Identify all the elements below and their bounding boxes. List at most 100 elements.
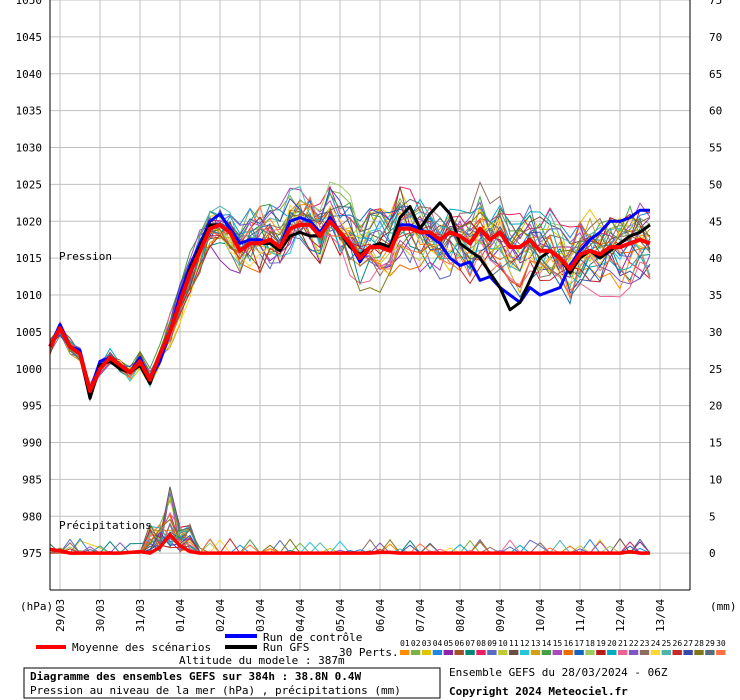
pert-number: 13 [531,639,541,648]
left-tick-label: 995 [22,400,42,413]
run-info: Ensemble GEFS du 28/03/2024 - 06Z [449,666,668,679]
pert-swatch [705,650,715,655]
left-tick-label: 1035 [16,105,43,118]
right-tick-label: 35 [709,289,722,302]
date-tick-label: 13/04 [654,599,667,632]
pert-swatch [607,650,617,655]
pert-number: 29 [705,639,715,648]
precip-panel-label: Précipitations [59,519,152,532]
left-tick-label: 1025 [16,178,43,191]
pert-swatch [487,650,497,655]
pert-swatch [509,650,519,655]
right-tick-label: 55 [709,142,722,155]
pert-number: 03 [422,639,432,648]
pressure-panel-label: Pression [59,250,112,263]
pert-swatch [628,650,639,655]
pert-number: 15 [553,639,563,648]
legend-gfs-label: Run GFS [263,641,309,654]
footer-title-box [23,667,441,699]
pert-swatch [465,650,475,655]
pert-swatch [585,650,595,655]
date-tick-label: 08/04 [454,599,467,632]
left-tick-label: 1010 [16,289,43,302]
pert-swatch [661,650,671,655]
pert-swatch [650,650,661,655]
right-tick-label: 50 [709,178,722,191]
pert-number: 14 [542,639,552,648]
left-axis-unit: (hPa) [20,600,53,613]
perturbation-legend: 01 02 03 04 05 06 07 08 09 10 11 12 13 14 15 16 17 18 19 20… [400,639,726,655]
right-tick-label: 65 [709,68,722,81]
pert-swatch [400,650,410,655]
pert-swatch [443,650,453,655]
pert-swatch [552,650,562,655]
left-tick-label: 1005 [16,326,43,339]
date-tick-label: 29/03 [54,599,67,632]
legend-mean-swatch [36,645,66,649]
pert-number: 05 [444,639,454,648]
date-tick-label: 09/04 [494,599,507,632]
chart-grid [50,0,690,590]
altitude-label: Altitude du modele : 387m [179,654,345,667]
pert-swatch [476,650,486,655]
perturbation-line [49,192,651,391]
right-tick-label: 60 [709,105,722,118]
right-tick-label: 40 [709,252,722,265]
pert-swatch [530,650,541,655]
left-tick-label: 980 [22,510,42,523]
legend-mean-label: Moyenne des scénarios [72,641,211,654]
left-tick-label: 1015 [16,252,43,265]
pert-number: 01 [400,639,410,648]
left-tick-label: 1040 [16,68,43,81]
right-tick-label: 20 [709,400,722,413]
right-tick-label: 75 [709,0,722,7]
left-tick-label: 1050 [16,0,43,7]
right-tick-label: 45 [709,215,722,228]
pert-swatch [563,650,573,655]
date-tick-label: 03/04 [254,599,267,632]
pert-number: 30 [716,639,726,648]
pert-number: 06 [455,639,465,648]
pert-number: 04 [433,639,443,648]
right-axis-unit: (mm) [710,600,737,613]
right-tick-label: 70 [709,31,722,44]
date-tick-label: 01/04 [174,599,187,632]
date-tick-label: 30/03 [94,599,107,632]
pert-swatch [541,650,552,655]
legend: Moyenne des scénarios Run de contrôle Ru… [36,631,726,667]
left-tick-label: 1000 [16,363,43,376]
left-tick-label: 975 [22,547,42,560]
left-tick-label: 985 [22,473,42,486]
date-tick-label: 04/04 [294,599,307,632]
pert-number: 07 [465,639,475,648]
pert-swatch [432,650,443,655]
pert-number: 12 [520,639,530,648]
pert-swatch [683,650,693,655]
left-tick-label: 1045 [16,31,43,44]
copyright: Copyright 2024 Meteociel.fr [449,685,628,698]
right-tick-label: 0 [709,547,716,560]
pert-swatch [421,650,432,655]
footer-title: Diagramme des ensembles GEFS sur 384h : … [30,670,362,683]
legend-perts-label: 30 Perts. [339,646,399,659]
main-series-lines [48,201,651,555]
pert-number: 26 [673,639,683,648]
pert-number: 16 [564,639,574,648]
pert-number: 09 [487,639,497,648]
date-tick-label: 02/04 [214,599,227,632]
pert-number: 23 [640,639,650,648]
date-tick-label: 10/04 [534,599,547,632]
right-tick-label: 30 [709,326,722,339]
date-tick-label: 11/04 [574,599,587,632]
pert-number: 28 [694,639,704,648]
perturbation-line [49,201,651,389]
pert-swatch [639,650,650,655]
pert-number: 22 [629,639,639,648]
pert-number: 02 [411,639,421,648]
pert-number: 27 [683,639,693,648]
date-tick-label: 06/04 [374,599,387,632]
left-tick-label: 990 [22,437,42,450]
footer-subtitle: Pression au niveau de la mer (hPa) , pré… [30,684,401,697]
